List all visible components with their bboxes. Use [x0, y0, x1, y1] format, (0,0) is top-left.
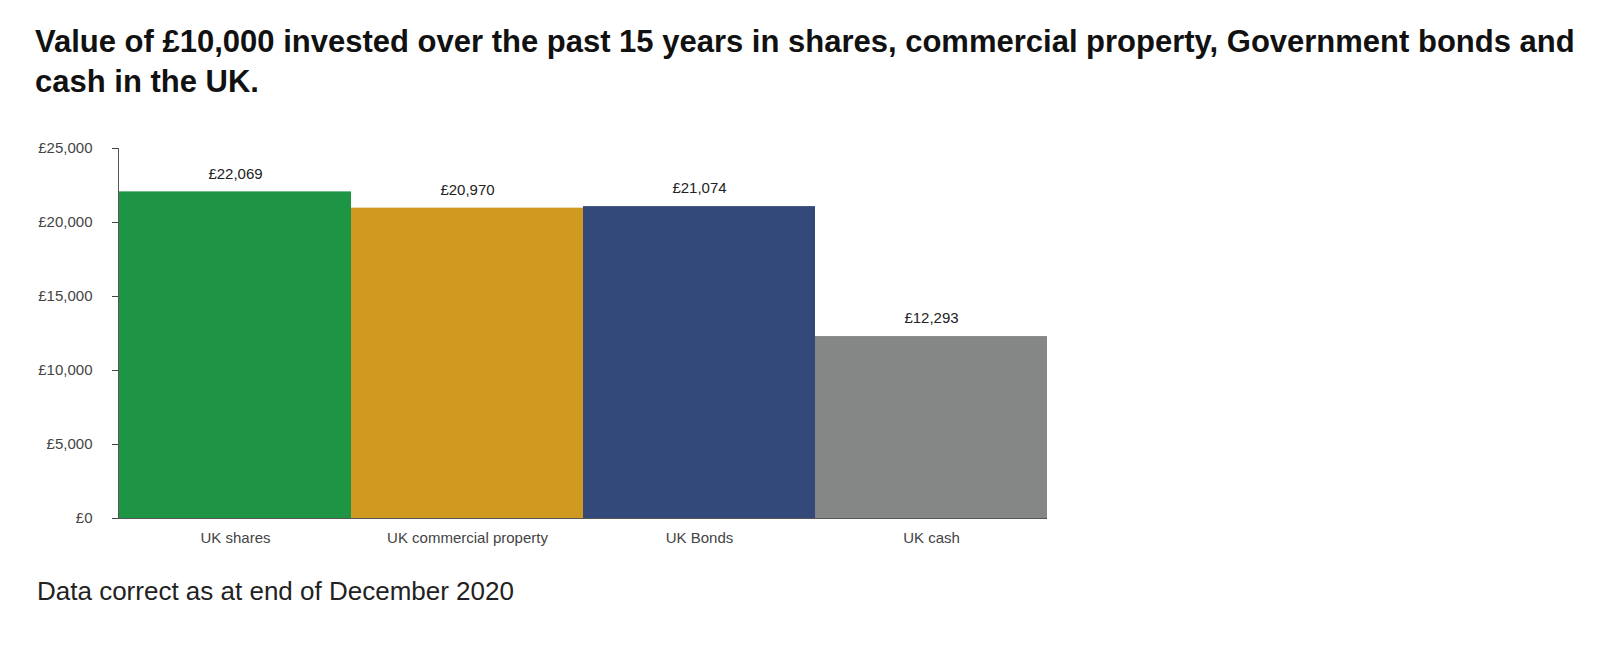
html-text:Value of £10,000 invested over: Value of £10,000 invested over the past …: [35, 24, 1575, 99]
html-text:Data correct as at end of Dece: Data correct as at end of December 2020: [37, 576, 514, 606]
svg-text:£0: £0: [76, 509, 93, 526]
svg-text:UK commercial property: UK commercial property: [387, 529, 548, 546]
svg-text:£15,000: £15,000: [38, 287, 92, 304]
svg-text:UK shares: UK shares: [200, 529, 270, 546]
svg-text:£20,000: £20,000: [38, 213, 92, 230]
svg-text:£22,069: £22,069: [208, 165, 262, 182]
svg-text:£20,970: £20,970: [440, 181, 494, 198]
svg-text:£21,074: £21,074: [672, 179, 726, 196]
svg-text:£12,293: £12,293: [904, 309, 958, 326]
svg-text:UK Bonds: UK Bonds: [666, 529, 734, 546]
svg-text:£25,000: £25,000: [38, 139, 92, 156]
svg-text:£5,000: £5,000: [47, 435, 93, 452]
svg-text:UK cash: UK cash: [903, 529, 960, 546]
svg-text:£10,000: £10,000: [38, 361, 92, 378]
